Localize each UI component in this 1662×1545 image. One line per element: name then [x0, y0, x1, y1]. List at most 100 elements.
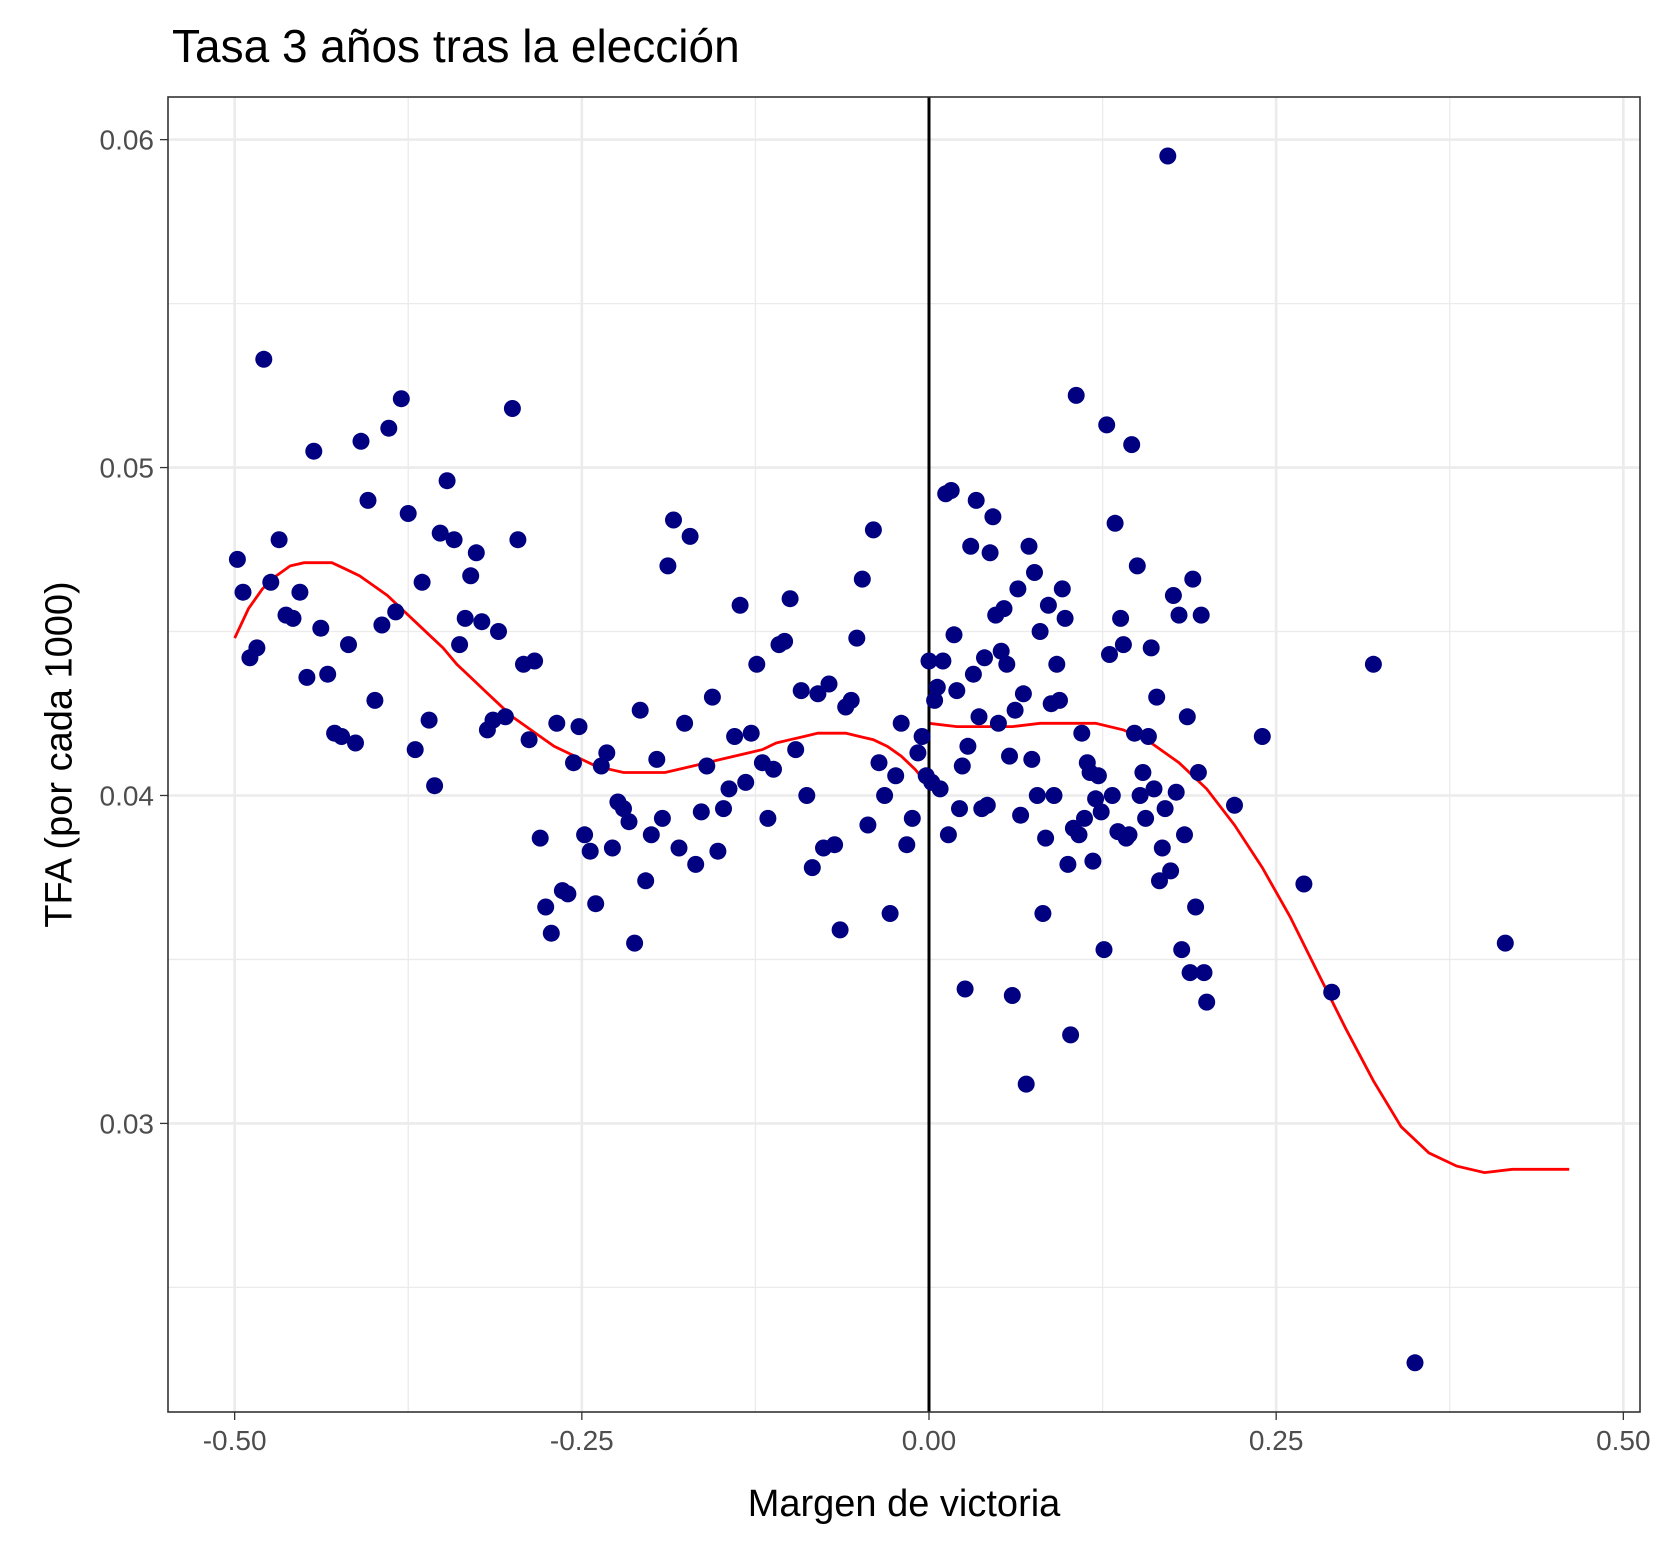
data-point — [809, 685, 827, 703]
data-point — [1070, 826, 1088, 844]
data-point — [976, 649, 993, 667]
data-point — [920, 652, 938, 670]
data-point — [305, 442, 323, 460]
data-point — [234, 583, 252, 601]
data-point — [1145, 780, 1163, 798]
data-point — [962, 537, 980, 555]
data-point — [1123, 436, 1141, 454]
data-point — [831, 921, 849, 939]
data-point — [964, 665, 982, 683]
data-point — [387, 603, 405, 621]
data-point — [1103, 787, 1121, 804]
data-point — [665, 511, 682, 529]
data-point — [576, 826, 594, 844]
data-point — [1031, 623, 1049, 640]
data-point — [1173, 941, 1191, 959]
data-point — [903, 809, 921, 827]
data-point — [913, 728, 931, 745]
data-point — [284, 609, 302, 627]
data-point — [340, 636, 357, 654]
data-point — [359, 491, 377, 509]
data-point — [1020, 537, 1038, 555]
x-tick-label: 0.00 — [902, 1425, 957, 1456]
data-point — [1014, 685, 1032, 703]
data-point — [1026, 564, 1043, 581]
data-point — [742, 724, 760, 742]
data-point — [970, 708, 988, 726]
data-point — [1134, 764, 1152, 781]
data-point — [898, 836, 916, 854]
data-point — [456, 609, 474, 627]
data-point — [803, 859, 821, 877]
data-point — [1006, 701, 1024, 719]
data-point — [1295, 875, 1313, 893]
data-point — [565, 754, 582, 772]
data-point — [881, 905, 899, 922]
data-point — [820, 675, 838, 693]
panel-border — [167, 96, 1641, 1413]
data-point — [1017, 1075, 1035, 1093]
data-point — [420, 711, 438, 729]
data-point — [951, 800, 968, 818]
data-point — [842, 691, 860, 709]
data-point — [1101, 646, 1118, 663]
data-point — [1098, 416, 1116, 434]
data-point — [1073, 724, 1091, 742]
data-point — [659, 557, 677, 575]
data-point — [537, 898, 555, 916]
data-point — [1195, 964, 1213, 982]
data-point — [496, 708, 514, 726]
data-point — [1170, 606, 1188, 624]
data-point — [1120, 826, 1138, 844]
data-point — [720, 780, 738, 798]
data-point — [406, 741, 424, 759]
data-point — [413, 573, 431, 591]
data-point — [959, 737, 977, 755]
chart-title: Tasa 3 años tras la elección — [172, 20, 740, 72]
data-point — [352, 432, 370, 450]
data-point — [998, 655, 1016, 673]
data-point — [670, 839, 688, 857]
y-tick-label: 0.06 — [100, 125, 155, 156]
data-point — [1126, 724, 1143, 742]
data-point — [255, 350, 273, 368]
data-point — [603, 839, 621, 857]
data-point — [765, 760, 782, 778]
data-point — [1012, 806, 1030, 824]
data-point — [1059, 855, 1077, 873]
data-point — [731, 596, 749, 614]
data-point — [1128, 557, 1146, 575]
data-point — [548, 714, 566, 732]
data-point — [542, 924, 560, 942]
data-point — [1176, 826, 1193, 844]
data-point — [1003, 987, 1021, 1004]
data-point — [1198, 993, 1216, 1011]
data-point — [626, 934, 644, 952]
data-point — [1406, 1354, 1424, 1372]
data-point — [526, 652, 544, 670]
data-point — [887, 767, 905, 785]
data-point — [581, 842, 599, 860]
data-point — [1039, 596, 1057, 614]
data-point — [726, 728, 744, 745]
data-point — [653, 809, 671, 827]
data-point — [864, 521, 882, 539]
data-point — [1051, 691, 1068, 709]
data-point — [1028, 787, 1046, 804]
data-point — [503, 400, 521, 417]
data-point — [531, 829, 549, 847]
data-point — [1162, 862, 1180, 880]
data-point — [748, 655, 766, 673]
data-point — [945, 626, 963, 644]
data-point — [467, 544, 485, 562]
fit-line-left — [233, 561, 931, 787]
data-point — [1001, 747, 1018, 765]
data-point — [373, 616, 391, 634]
data-point — [876, 787, 894, 804]
data-point — [1153, 839, 1171, 857]
data-point — [1159, 147, 1177, 165]
data-point — [967, 491, 985, 509]
data-point — [909, 744, 927, 762]
data-point — [1181, 964, 1199, 982]
data-point — [1114, 636, 1132, 654]
